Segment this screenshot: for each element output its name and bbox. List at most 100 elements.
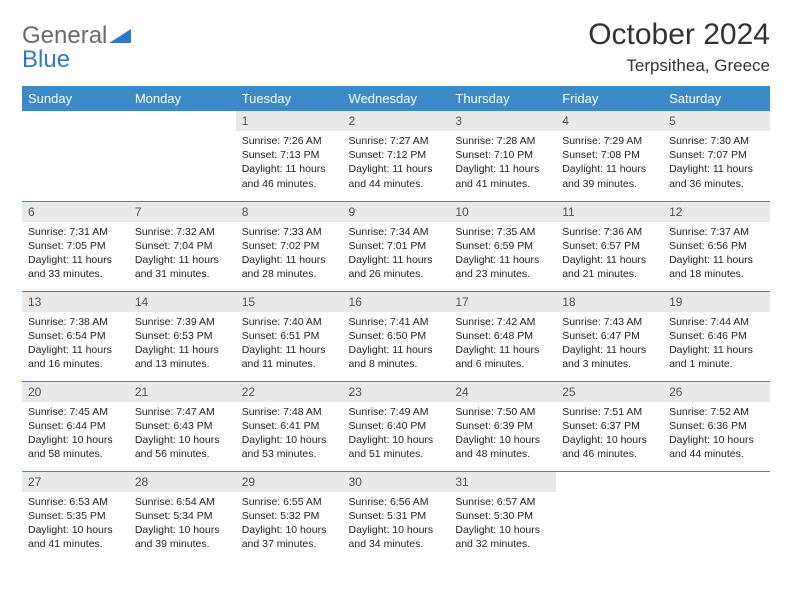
- day-details: Sunrise: 7:26 AMSunset: 7:13 PMDaylight:…: [236, 131, 343, 195]
- day-cell: 11Sunrise: 7:36 AMSunset: 6:57 PMDayligh…: [556, 201, 663, 291]
- day-header: Wednesday: [343, 86, 450, 111]
- day-details: Sunrise: 7:41 AMSunset: 6:50 PMDaylight:…: [343, 312, 450, 376]
- day-cell: 26Sunrise: 7:52 AMSunset: 6:36 PMDayligh…: [663, 381, 770, 471]
- day-number: 19: [663, 292, 770, 312]
- location: Terpsithea, Greece: [588, 56, 770, 76]
- day-details: Sunrise: 7:47 AMSunset: 6:43 PMDaylight:…: [129, 402, 236, 466]
- header: General Blue October 2024 Terpsithea, Gr…: [22, 18, 770, 76]
- day-number: 11: [556, 202, 663, 222]
- day-cell: 30Sunrise: 6:56 AMSunset: 5:31 PMDayligh…: [343, 471, 450, 561]
- day-number: 21: [129, 382, 236, 402]
- day-cell: 16Sunrise: 7:41 AMSunset: 6:50 PMDayligh…: [343, 291, 450, 381]
- day-cell: 5Sunrise: 7:30 AMSunset: 7:07 PMDaylight…: [663, 111, 770, 201]
- week-row: 27Sunrise: 6:53 AMSunset: 5:35 PMDayligh…: [22, 471, 770, 561]
- day-number: 22: [236, 382, 343, 402]
- title-block: October 2024 Terpsithea, Greece: [588, 18, 770, 76]
- day-number: 14: [129, 292, 236, 312]
- day-details: Sunrise: 7:52 AMSunset: 6:36 PMDaylight:…: [663, 402, 770, 466]
- day-header: Sunday: [22, 86, 129, 111]
- day-number: 10: [449, 202, 556, 222]
- week-row: 13Sunrise: 7:38 AMSunset: 6:54 PMDayligh…: [22, 291, 770, 381]
- day-cell: 1Sunrise: 7:26 AMSunset: 7:13 PMDaylight…: [236, 111, 343, 201]
- day-details: Sunrise: 7:33 AMSunset: 7:02 PMDaylight:…: [236, 222, 343, 286]
- day-header-row: SundayMondayTuesdayWednesdayThursdayFrid…: [22, 86, 770, 111]
- day-cell: 25Sunrise: 7:51 AMSunset: 6:37 PMDayligh…: [556, 381, 663, 471]
- day-header: Saturday: [663, 86, 770, 111]
- calendar-page: General Blue October 2024 Terpsithea, Gr…: [0, 0, 792, 579]
- day-details: Sunrise: 6:53 AMSunset: 5:35 PMDaylight:…: [22, 492, 129, 556]
- day-number: 24: [449, 382, 556, 402]
- day-details: Sunrise: 7:43 AMSunset: 6:47 PMDaylight:…: [556, 312, 663, 376]
- day-details: Sunrise: 7:44 AMSunset: 6:46 PMDaylight:…: [663, 312, 770, 376]
- day-cell: 8Sunrise: 7:33 AMSunset: 7:02 PMDaylight…: [236, 201, 343, 291]
- day-details: Sunrise: 7:36 AMSunset: 6:57 PMDaylight:…: [556, 222, 663, 286]
- week-row: 6Sunrise: 7:31 AMSunset: 7:05 PMDaylight…: [22, 201, 770, 291]
- day-number: 8: [236, 202, 343, 222]
- day-details: Sunrise: 7:30 AMSunset: 7:07 PMDaylight:…: [663, 131, 770, 195]
- day-number: 9: [343, 202, 450, 222]
- day-cell: 15Sunrise: 7:40 AMSunset: 6:51 PMDayligh…: [236, 291, 343, 381]
- day-number: 5: [663, 111, 770, 131]
- day-cell: [663, 471, 770, 561]
- day-number: 25: [556, 382, 663, 402]
- day-cell: 14Sunrise: 7:39 AMSunset: 6:53 PMDayligh…: [129, 291, 236, 381]
- day-details: Sunrise: 7:50 AMSunset: 6:39 PMDaylight:…: [449, 402, 556, 466]
- day-cell: 3Sunrise: 7:28 AMSunset: 7:10 PMDaylight…: [449, 111, 556, 201]
- day-number: 4: [556, 111, 663, 131]
- day-details: Sunrise: 7:27 AMSunset: 7:12 PMDaylight:…: [343, 131, 450, 195]
- day-number: 12: [663, 202, 770, 222]
- week-row: 1Sunrise: 7:26 AMSunset: 7:13 PMDaylight…: [22, 111, 770, 201]
- day-cell: [556, 471, 663, 561]
- day-details: Sunrise: 6:55 AMSunset: 5:32 PMDaylight:…: [236, 492, 343, 556]
- day-details: Sunrise: 7:31 AMSunset: 7:05 PMDaylight:…: [22, 222, 129, 286]
- day-number: 26: [663, 382, 770, 402]
- week-row: 20Sunrise: 7:45 AMSunset: 6:44 PMDayligh…: [22, 381, 770, 471]
- day-number: 28: [129, 472, 236, 492]
- day-number: 1: [236, 111, 343, 131]
- day-number: 27: [22, 472, 129, 492]
- day-details: Sunrise: 7:51 AMSunset: 6:37 PMDaylight:…: [556, 402, 663, 466]
- logo-text: General Blue: [22, 24, 131, 72]
- day-details: Sunrise: 7:38 AMSunset: 6:54 PMDaylight:…: [22, 312, 129, 376]
- day-number: 31: [449, 472, 556, 492]
- day-header: Monday: [129, 86, 236, 111]
- calendar-table: SundayMondayTuesdayWednesdayThursdayFrid…: [22, 86, 770, 561]
- day-cell: 31Sunrise: 6:57 AMSunset: 5:30 PMDayligh…: [449, 471, 556, 561]
- logo-triangle-icon: [109, 29, 131, 43]
- day-number: 29: [236, 472, 343, 492]
- day-cell: [22, 111, 129, 201]
- day-cell: 2Sunrise: 7:27 AMSunset: 7:12 PMDaylight…: [343, 111, 450, 201]
- day-number: 15: [236, 292, 343, 312]
- day-cell: 10Sunrise: 7:35 AMSunset: 6:59 PMDayligh…: [449, 201, 556, 291]
- day-cell: 17Sunrise: 7:42 AMSunset: 6:48 PMDayligh…: [449, 291, 556, 381]
- day-cell: 13Sunrise: 7:38 AMSunset: 6:54 PMDayligh…: [22, 291, 129, 381]
- day-cell: 27Sunrise: 6:53 AMSunset: 5:35 PMDayligh…: [22, 471, 129, 561]
- day-header: Thursday: [449, 86, 556, 111]
- day-details: Sunrise: 7:32 AMSunset: 7:04 PMDaylight:…: [129, 222, 236, 286]
- day-number: 17: [449, 292, 556, 312]
- day-details: Sunrise: 7:28 AMSunset: 7:10 PMDaylight:…: [449, 131, 556, 195]
- day-details: Sunrise: 7:34 AMSunset: 7:01 PMDaylight:…: [343, 222, 450, 286]
- day-cell: 7Sunrise: 7:32 AMSunset: 7:04 PMDaylight…: [129, 201, 236, 291]
- logo: General Blue: [22, 18, 131, 72]
- day-details: Sunrise: 7:49 AMSunset: 6:40 PMDaylight:…: [343, 402, 450, 466]
- day-header: Tuesday: [236, 86, 343, 111]
- day-cell: 21Sunrise: 7:47 AMSunset: 6:43 PMDayligh…: [129, 381, 236, 471]
- day-cell: 12Sunrise: 7:37 AMSunset: 6:56 PMDayligh…: [663, 201, 770, 291]
- day-number: 16: [343, 292, 450, 312]
- day-cell: 24Sunrise: 7:50 AMSunset: 6:39 PMDayligh…: [449, 381, 556, 471]
- day-number: 3: [449, 111, 556, 131]
- day-number: 23: [343, 382, 450, 402]
- day-cell: 22Sunrise: 7:48 AMSunset: 6:41 PMDayligh…: [236, 381, 343, 471]
- day-details: Sunrise: 6:57 AMSunset: 5:30 PMDaylight:…: [449, 492, 556, 556]
- day-cell: 6Sunrise: 7:31 AMSunset: 7:05 PMDaylight…: [22, 201, 129, 291]
- day-header: Friday: [556, 86, 663, 111]
- day-cell: 28Sunrise: 6:54 AMSunset: 5:34 PMDayligh…: [129, 471, 236, 561]
- day-cell: 29Sunrise: 6:55 AMSunset: 5:32 PMDayligh…: [236, 471, 343, 561]
- day-number: 6: [22, 202, 129, 222]
- day-details: Sunrise: 7:29 AMSunset: 7:08 PMDaylight:…: [556, 131, 663, 195]
- logo-part1: General: [22, 22, 107, 49]
- day-cell: 9Sunrise: 7:34 AMSunset: 7:01 PMDaylight…: [343, 201, 450, 291]
- day-details: Sunrise: 7:37 AMSunset: 6:56 PMDaylight:…: [663, 222, 770, 286]
- day-cell: [129, 111, 236, 201]
